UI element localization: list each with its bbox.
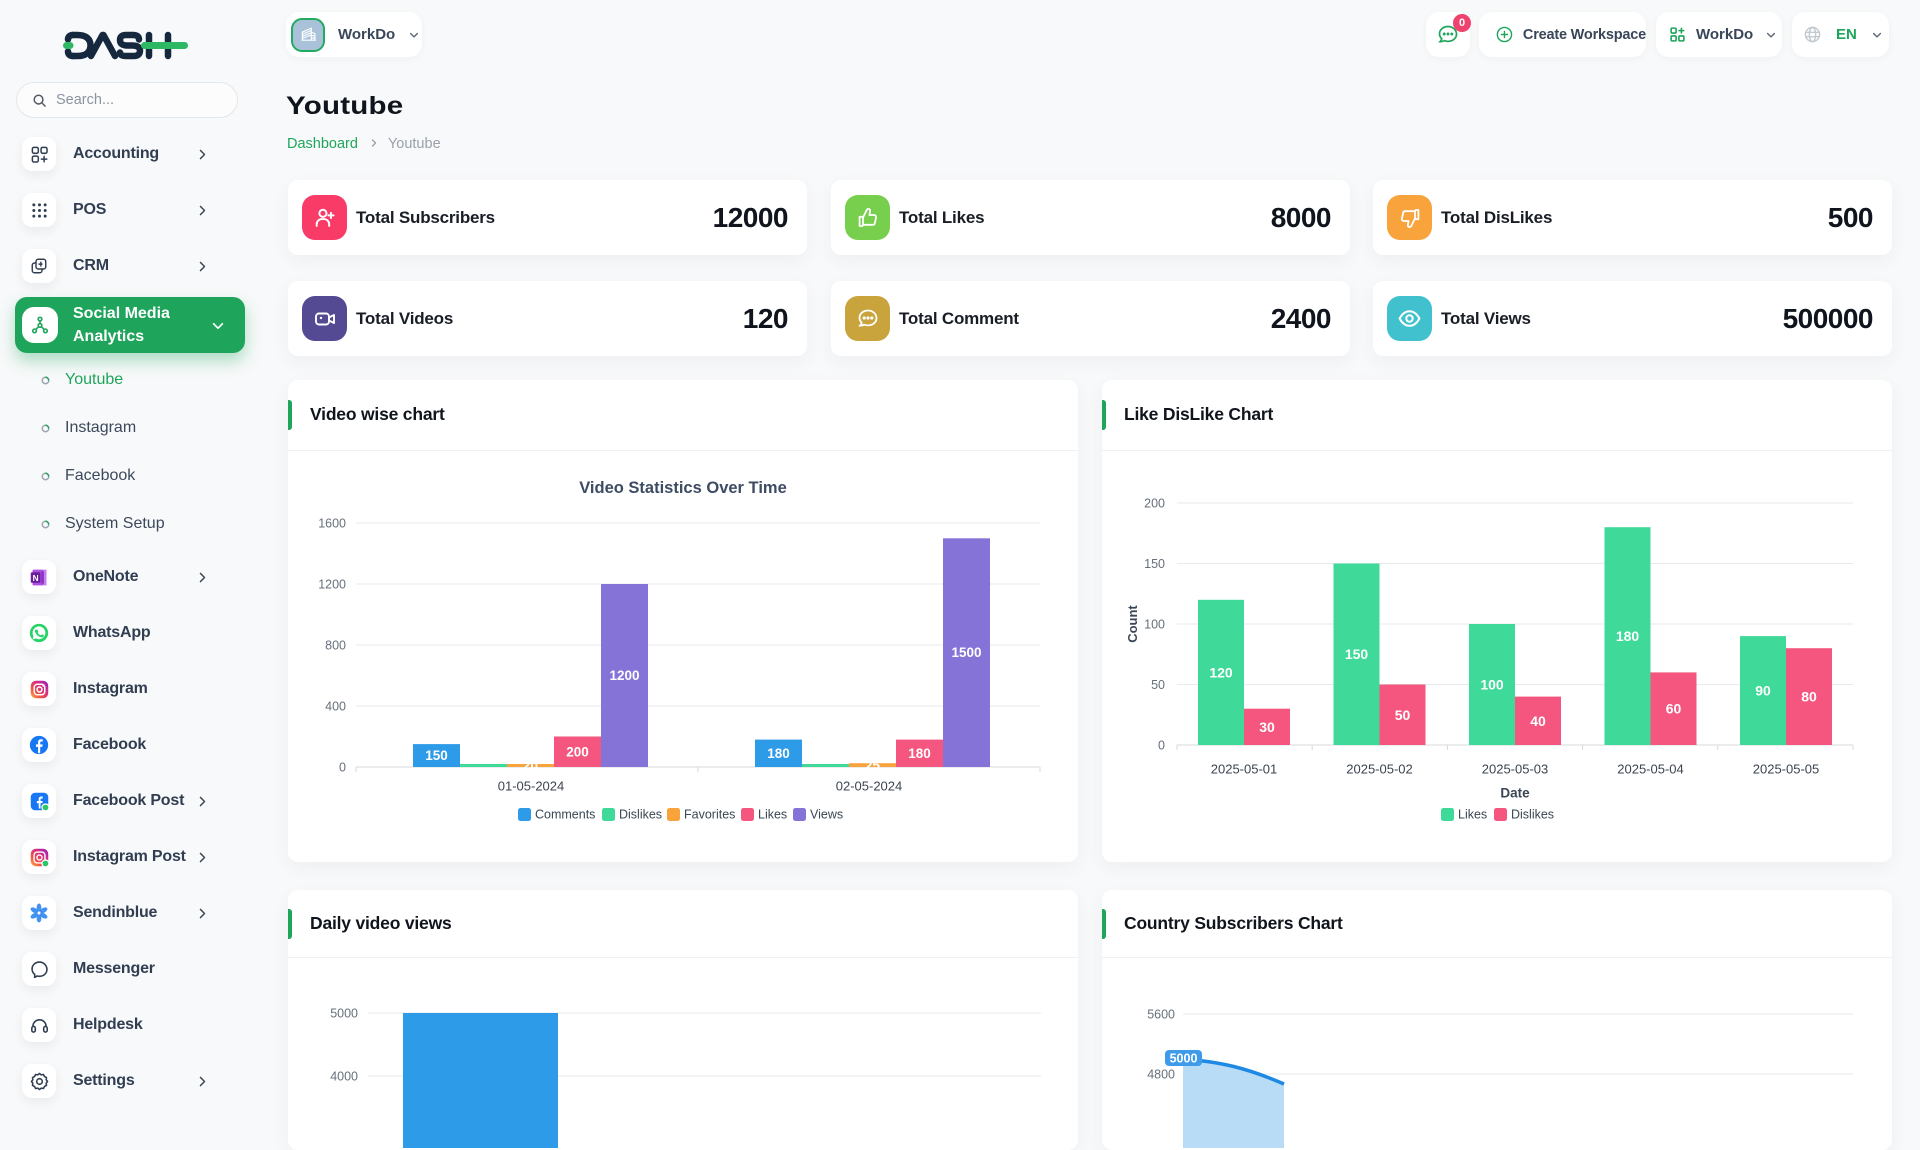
svg-text:0: 0 — [1158, 739, 1165, 753]
svg-text:25: 25 — [865, 758, 881, 773]
svg-text:5000: 5000 — [1170, 1052, 1198, 1066]
svg-text:180: 180 — [767, 746, 790, 761]
svg-text:20: 20 — [523, 758, 538, 773]
svg-text:120: 120 — [1209, 664, 1233, 680]
svg-text:800: 800 — [325, 639, 346, 653]
svg-text:N: N — [32, 573, 38, 583]
svg-text:0: 0 — [339, 761, 346, 775]
svg-text:Likes: Likes — [758, 808, 787, 822]
svg-text:2025-05-03: 2025-05-03 — [1482, 762, 1549, 777]
svg-text:02-05-2024: 02-05-2024 — [836, 779, 903, 794]
svg-text:2025-05-02: 2025-05-02 — [1346, 762, 1413, 777]
svg-text:Likes: Likes — [1458, 808, 1487, 822]
svg-text:50: 50 — [1151, 678, 1165, 692]
svg-text:100: 100 — [1144, 618, 1165, 632]
svg-text:Favorites: Favorites — [684, 808, 735, 822]
svg-text:Video Statistics Over Time: Video Statistics Over Time — [579, 479, 787, 497]
svg-text:200: 200 — [566, 745, 589, 760]
svg-text:50: 50 — [1395, 707, 1411, 723]
svg-text:180: 180 — [908, 746, 931, 761]
svg-text:Comments: Comments — [535, 808, 595, 822]
svg-text:150: 150 — [1144, 557, 1165, 571]
svg-text:60: 60 — [1666, 701, 1682, 717]
svg-text:1200: 1200 — [609, 668, 639, 683]
svg-text:180: 180 — [1616, 628, 1640, 644]
svg-text:Dislikes: Dislikes — [619, 808, 662, 822]
svg-text:2025-05-01: 2025-05-01 — [1211, 762, 1278, 777]
svg-text:80: 80 — [1801, 689, 1817, 705]
svg-text:1500: 1500 — [951, 645, 981, 660]
svg-text:200: 200 — [1144, 497, 1165, 511]
svg-text:Date: Date — [1500, 786, 1530, 801]
svg-text:1200: 1200 — [318, 578, 346, 592]
svg-text:150: 150 — [425, 748, 448, 763]
svg-text:4800: 4800 — [1147, 1068, 1175, 1082]
svg-text:Views: Views — [810, 808, 843, 822]
svg-text:5600: 5600 — [1147, 1008, 1175, 1022]
svg-text:2025-05-04: 2025-05-04 — [1617, 762, 1684, 777]
svg-text:100: 100 — [1480, 677, 1504, 693]
svg-text:40: 40 — [1530, 713, 1546, 729]
svg-text:400: 400 — [325, 700, 346, 714]
svg-text:Dislikes: Dislikes — [1511, 808, 1554, 822]
svg-text:4000: 4000 — [330, 1070, 358, 1084]
svg-text:150: 150 — [1345, 646, 1369, 662]
svg-text:30: 30 — [1259, 719, 1275, 735]
svg-text:01-05-2024: 01-05-2024 — [498, 779, 565, 794]
svg-text:1600: 1600 — [318, 517, 346, 531]
svg-text:5000: 5000 — [330, 1007, 358, 1021]
svg-text:90: 90 — [1755, 683, 1771, 699]
svg-text:Count: Count — [1125, 605, 1140, 643]
svg-text:2025-05-05: 2025-05-05 — [1753, 762, 1820, 777]
